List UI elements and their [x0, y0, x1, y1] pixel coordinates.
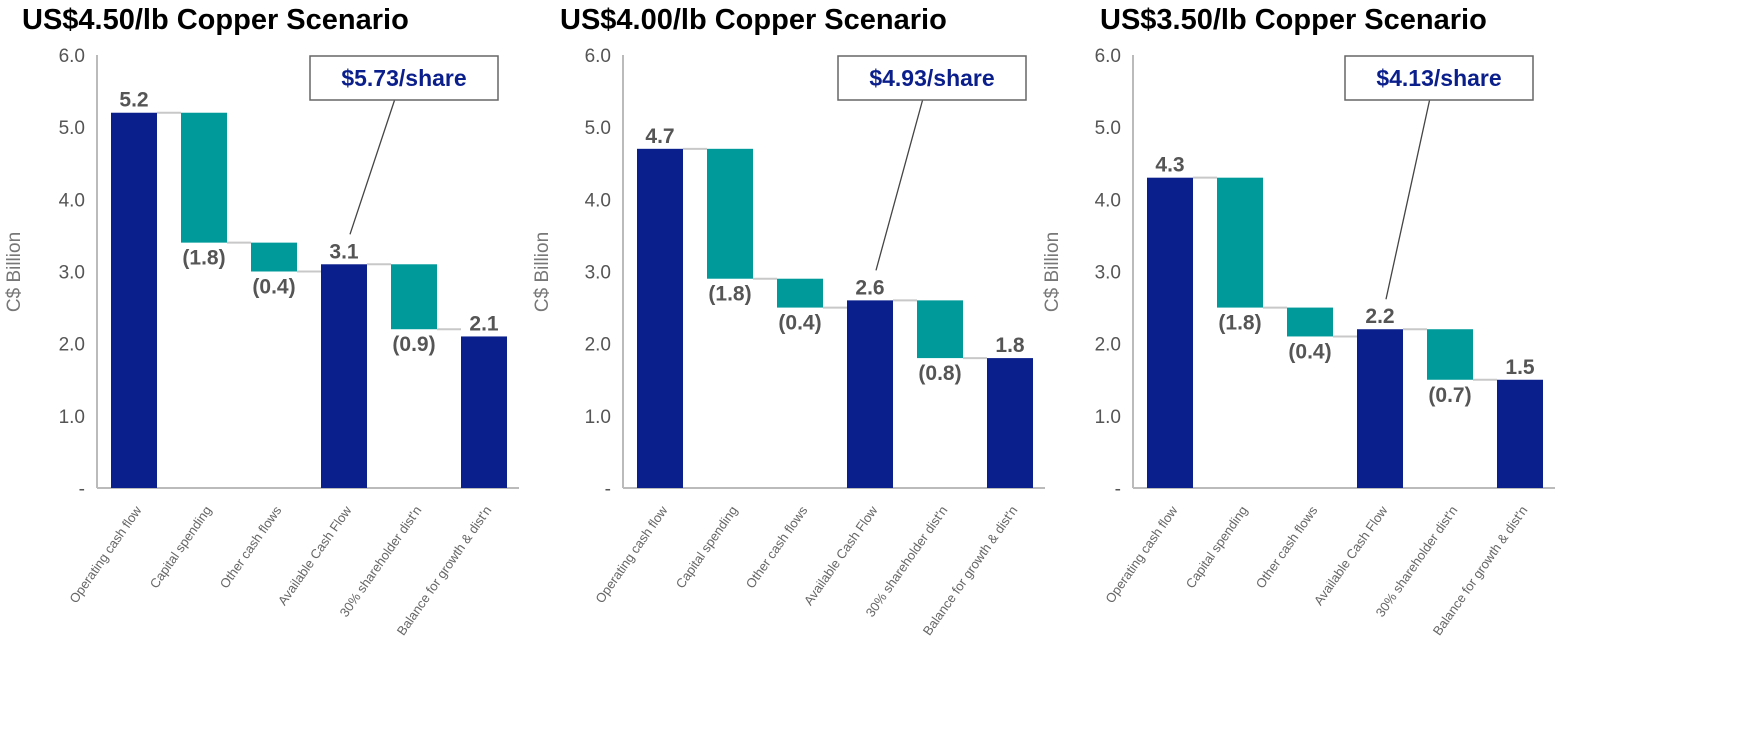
y-tick-label: 3.0 [1095, 263, 1121, 284]
category-label: Other cash flows [217, 503, 285, 591]
callout-box [1344, 55, 1534, 101]
total-bar [111, 112, 157, 488]
chart-panel-3: US$3.50/lb Copper Scenario C$ Billion - 1.… [1038, 0, 1598, 736]
y-tick-label: 4.0 [59, 190, 85, 211]
data-label: 4.7 [645, 125, 674, 148]
chart-title: US$4.00/lb Copper Scenario [560, 4, 947, 36]
total-bar [321, 264, 367, 488]
data-label: 1.5 [1505, 356, 1535, 379]
data-label: 5.2 [119, 89, 148, 112]
callout-label: $4.93/share [869, 65, 994, 91]
category-label: 30% shareholder dist'n [1373, 503, 1461, 620]
total-bar [987, 358, 1033, 488]
callout-leader-line [1385, 99, 1431, 300]
y-tick-label: 2.0 [59, 335, 85, 356]
data-label: (0.8) [918, 362, 961, 385]
y-tick-label: - [605, 479, 611, 500]
category-label: Other cash flows [743, 503, 811, 591]
data-label: 2.6 [855, 276, 884, 299]
data-label: 1.8 [995, 334, 1025, 357]
delta-bar [777, 278, 823, 308]
y-tick-label: 4.0 [585, 190, 611, 211]
y-tick-label: 1.0 [1095, 407, 1121, 428]
category-label: Available Cash Flow [1311, 503, 1391, 608]
y-tick-label: 3.0 [59, 263, 85, 284]
callout-leader-line [349, 99, 396, 235]
y-tick-label: 1.0 [59, 407, 85, 428]
y-tick-label: 4.0 [1095, 190, 1121, 211]
y-tick-label: 5.0 [585, 118, 611, 139]
y-axis-label: C$ Billion [4, 232, 25, 312]
y-tick-label: - [1115, 479, 1121, 500]
total-bar [637, 148, 683, 489]
delta-bar [181, 112, 227, 243]
data-label: (0.4) [778, 312, 821, 335]
total-bar [1497, 379, 1543, 488]
total-bar [1147, 177, 1193, 488]
data-label: (0.4) [252, 276, 295, 299]
category-label: Available Cash Flow [275, 503, 355, 608]
chart-title: US$3.50/lb Copper Scenario [1100, 4, 1487, 36]
chart-title: US$4.50/lb Copper Scenario [22, 4, 409, 36]
y-axis-label: C$ Billion [532, 232, 553, 312]
y-tick-label: 5.0 [1095, 118, 1121, 139]
total-bar [847, 300, 893, 488]
category-label: 30% shareholder dist'n [337, 503, 425, 620]
waterfall-chart: C$ Billion - 1.0 2.0 3.0 4.0 5.0 6.0 5.2 Operatin… [4, 46, 519, 638]
category-label: Operating cash flow [592, 503, 671, 606]
delta-bar [251, 242, 297, 272]
category-label: Other cash flows [1253, 503, 1321, 591]
total-bar [461, 336, 507, 488]
y-tick-label: 5.0 [59, 118, 85, 139]
y-tick-label: 6.0 [585, 46, 611, 67]
callout-box [837, 55, 1027, 101]
delta-bar [1217, 177, 1263, 308]
data-label: (0.9) [392, 333, 435, 356]
chart-panel-2: US$4.00/lb Copper Scenario C$ Billion - 1.… [527, 0, 1087, 736]
waterfall-chart: C$ Billion - 1.0 2.0 3.0 4.0 5.0 6.0 4.3 Operatin… [1042, 46, 1555, 638]
data-label: (1.8) [182, 247, 225, 270]
category-label: Capital spending [673, 503, 741, 591]
y-tick-label: 2.0 [1095, 335, 1121, 356]
category-label: 30% shareholder dist'n [863, 503, 951, 620]
y-tick-label: 2.0 [585, 335, 611, 356]
delta-bar [1287, 307, 1333, 337]
y-tick-label: 3.0 [585, 263, 611, 284]
y-tick-label: - [79, 479, 85, 500]
y-axis-label: C$ Billion [1042, 232, 1063, 312]
data-label: (0.7) [1428, 384, 1471, 407]
category-label: Operating cash flow [1102, 503, 1181, 606]
callout-box [309, 55, 499, 101]
delta-bar [707, 148, 753, 279]
category-label: Capital spending [147, 503, 215, 591]
data-label: (1.8) [1218, 312, 1261, 335]
delta-bar [1427, 329, 1473, 380]
y-tick-label: 1.0 [585, 407, 611, 428]
data-label: 2.1 [469, 312, 499, 335]
data-label: 4.3 [1155, 154, 1184, 177]
category-label: Operating cash flow [66, 503, 145, 606]
data-label: 2.2 [1365, 305, 1394, 328]
waterfall-chart: C$ Billion - 1.0 2.0 3.0 4.0 5.0 6.0 4.7 Operatin… [532, 46, 1045, 638]
total-bar [1357, 329, 1403, 488]
callout-label: $4.13/share [1376, 65, 1501, 91]
chart-panel-1: US$4.50/lb Copper Scenario C$ Billion - 1.… [0, 0, 560, 736]
data-label: (0.4) [1288, 340, 1331, 363]
category-label: Available Cash Flow [801, 503, 881, 608]
delta-bar [917, 300, 963, 359]
y-tick-label: 6.0 [1095, 46, 1121, 67]
data-label: 3.1 [329, 240, 359, 263]
callout-label: $5.73/share [341, 65, 466, 91]
category-label: Capital spending [1183, 503, 1251, 591]
y-tick-label: 6.0 [59, 46, 85, 67]
delta-bar [391, 264, 437, 330]
callout-leader-line [875, 99, 924, 271]
data-label: (1.8) [708, 283, 751, 306]
